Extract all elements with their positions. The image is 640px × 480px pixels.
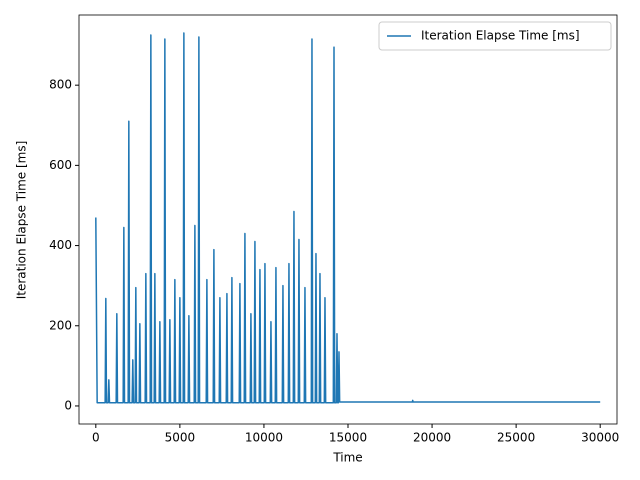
x-axis-label: Time <box>332 451 362 465</box>
y-tick-label: 0 <box>64 398 72 412</box>
y-tick-label: 400 <box>49 238 72 252</box>
y-tick-label: 200 <box>49 318 72 332</box>
x-tick-label: 25000 <box>497 431 535 445</box>
y-tick-label: 600 <box>49 158 72 172</box>
x-tick-label: 0 <box>92 431 100 445</box>
legend-box <box>378 21 612 51</box>
x-tick-label: 5000 <box>165 431 196 445</box>
y-tick-label: 800 <box>49 78 72 92</box>
legend-label: Iteration Elapse Time [ms] <box>421 29 580 43</box>
x-tick-label: 15000 <box>329 431 367 445</box>
axes-frame <box>78 14 618 425</box>
y-axis-label: Iteration Elapse Time [ms] <box>15 141 29 300</box>
data-line <box>95 32 601 404</box>
x-tick-label: 10000 <box>245 431 283 445</box>
x-tick-label: 30000 <box>581 431 619 445</box>
x-tick-label: 20000 <box>413 431 451 445</box>
